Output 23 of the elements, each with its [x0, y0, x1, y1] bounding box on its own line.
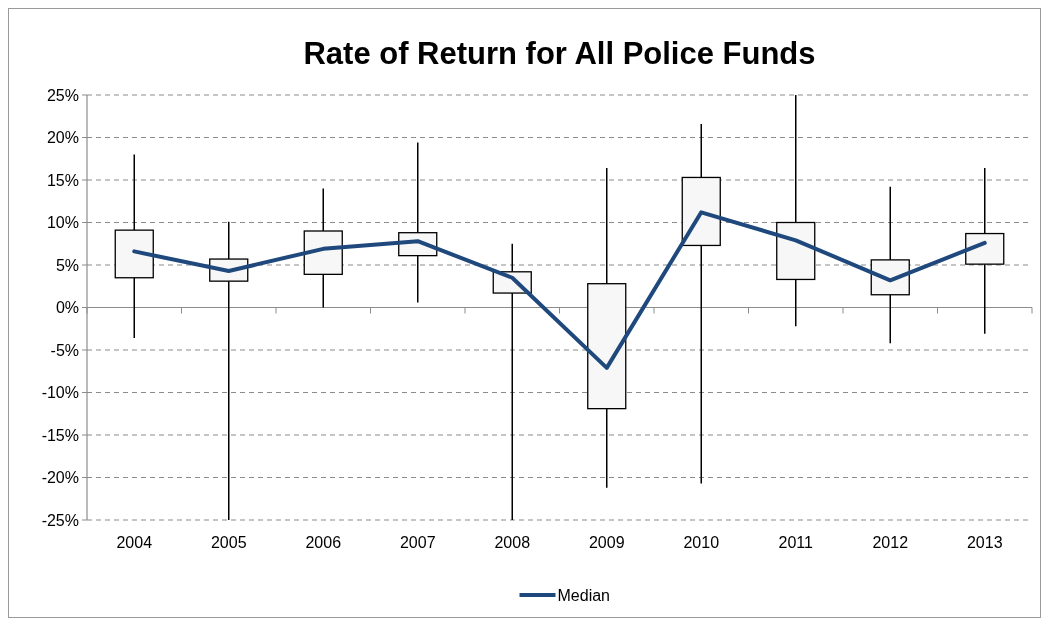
y-tick-label: 5% — [55, 256, 79, 274]
x-tick-label: 2006 — [305, 534, 342, 551]
x-tick-label: 2011 — [778, 534, 814, 551]
chart-title: Rate of Return for All Police Funds — [303, 36, 816, 71]
y-tick-label: 25% — [46, 86, 79, 104]
y-tick-label: -5% — [50, 341, 79, 359]
x-tick-label: 2009 — [588, 534, 625, 551]
y-tick-label: -25% — [41, 511, 79, 529]
y-tick-label: -10% — [41, 384, 79, 402]
x-tick-label: 2013 — [966, 534, 1003, 551]
y-tick-label: 10% — [46, 214, 79, 232]
y-tick-label: 0% — [55, 299, 79, 317]
y-tick-label: -15% — [41, 426, 79, 444]
x-tick-label: 2004 — [116, 534, 153, 551]
x-tick-label: 2010 — [683, 534, 720, 551]
y-tick-label: 20% — [46, 129, 79, 147]
y-tick-label: 15% — [46, 171, 79, 189]
x-tick-label: 2012 — [872, 534, 909, 551]
y-tick-label: -20% — [41, 469, 79, 487]
x-tick-label: 2007 — [399, 534, 436, 551]
x-tick-label: 2005 — [210, 534, 247, 551]
x-tick-label: 2008 — [494, 534, 531, 551]
legend-label: Median — [557, 586, 610, 604]
